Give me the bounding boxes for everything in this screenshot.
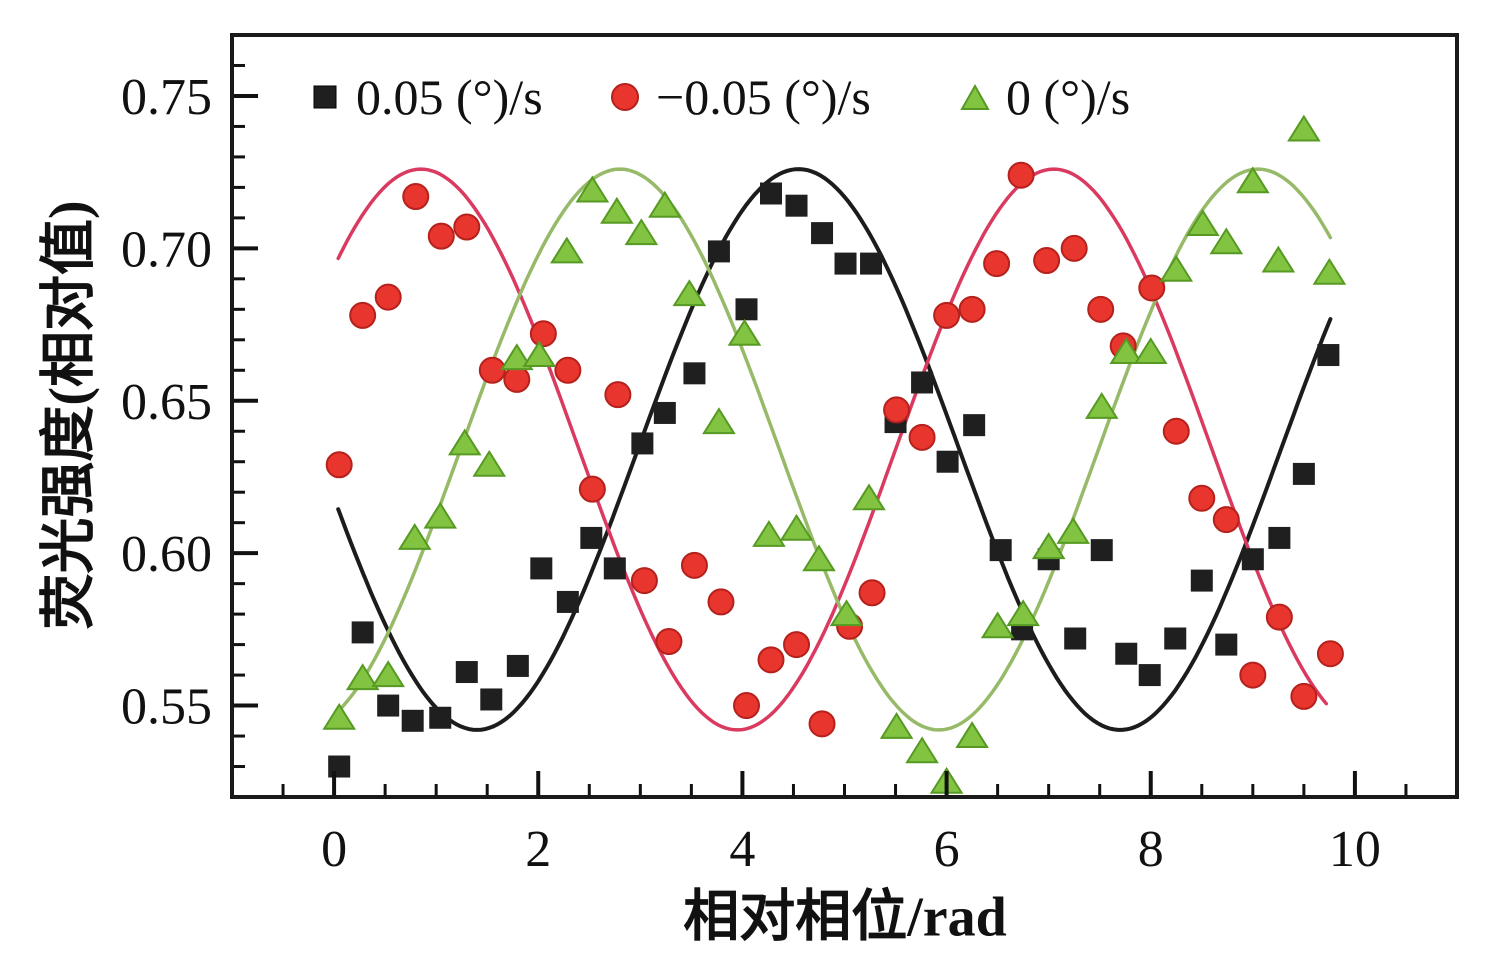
legend-label: 0.05 (°)/s <box>356 69 543 125</box>
svg-text:8: 8 <box>1138 821 1164 878</box>
svg-text:0.65: 0.65 <box>121 374 212 431</box>
legend-item-zero-rate: 0 (°)/s <box>960 72 1130 122</box>
svg-text:10: 10 <box>1329 821 1381 878</box>
x-axis-title: 相对相位/rad <box>683 886 1007 949</box>
svg-text:6: 6 <box>934 821 960 878</box>
svg-text:0.60: 0.60 <box>121 526 212 583</box>
legend-label: 0 (°)/s <box>1006 69 1131 125</box>
legend-item-positive-rate: 0.05 (°)/s <box>310 72 543 122</box>
svg-text:2: 2 <box>525 821 551 878</box>
svg-text:0.70: 0.70 <box>121 221 212 278</box>
circle-marker-icon <box>611 83 639 111</box>
svg-text:0.75: 0.75 <box>121 69 212 126</box>
triangle-marker-icon <box>960 83 990 110</box>
y-axis-title: 荧光强度(相对值) <box>38 200 101 630</box>
svg-text:0: 0 <box>321 821 347 878</box>
square-marker-icon <box>313 85 337 109</box>
legend-label: −0.05 (°)/s <box>656 69 871 125</box>
svg-text:0.55: 0.55 <box>121 679 212 736</box>
svg-text:4: 4 <box>729 821 755 878</box>
legend-item-negative-rate: −0.05 (°)/s <box>610 72 871 122</box>
